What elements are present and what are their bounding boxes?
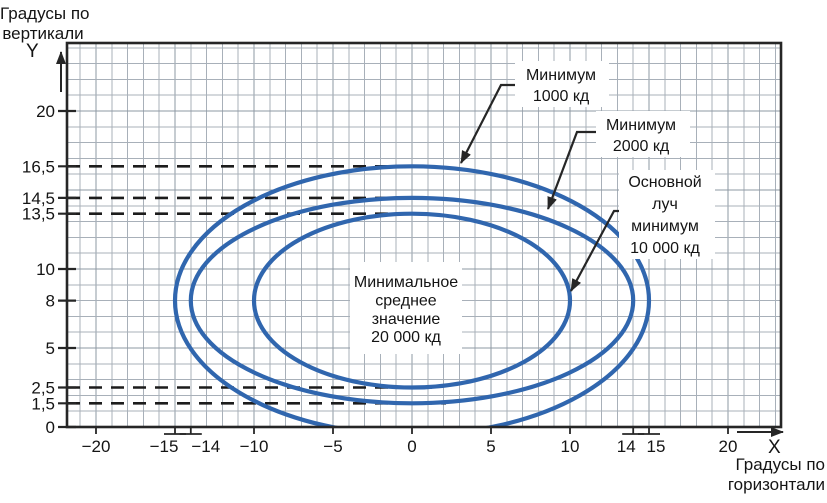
y-tick-label-8: 8	[46, 292, 55, 311]
ellipse-min-2000-cd	[188, 195, 636, 406]
x-axis-letter: X	[768, 437, 781, 458]
x-axis-title-line2: горизонтали	[727, 475, 825, 494]
y-axis-letter: Y	[26, 41, 39, 62]
x-tick-label-20: 20	[719, 437, 738, 456]
plot-border	[65, 41, 783, 429]
ellipse-main-beam-min-10000-cd	[251, 211, 573, 390]
callout-min-2000-box	[596, 111, 690, 157]
x-tick-label-−15: −15	[150, 437, 179, 456]
x-tick-label-15: 15	[647, 437, 666, 456]
callout-main-beam-line1: Основной	[628, 174, 701, 191]
center-label-line4: 20 000 кд	[371, 329, 441, 346]
ellipse-min-1000-cd	[172, 164, 652, 427]
y-tick-label-14,5: 14,5	[22, 189, 55, 208]
callout-min-1000-line2: 1000 кд	[533, 88, 590, 105]
callout-min-1000-box	[515, 61, 609, 107]
y-axis-title-line2: вертикали	[2, 24, 84, 43]
callout-min-2000-line1: Минимум	[606, 117, 676, 134]
callout-main-beam-line2: луч	[652, 196, 678, 213]
y-tick-label-10: 10	[36, 260, 55, 279]
x-tick-label-5: 5	[486, 437, 495, 456]
x-tick-label-−10: −10	[240, 437, 269, 456]
x-tick-label-−5: −5	[323, 437, 342, 456]
x-tick-label-14: 14	[617, 437, 636, 456]
y-tick-label-0: 0	[46, 418, 55, 437]
callout-main-beam-line3: минимум	[631, 218, 699, 235]
y-tick-label-2,5: 2,5	[31, 379, 55, 398]
y-axis-title-line1: Градусы по	[0, 4, 90, 23]
x-tick-label-0: 0	[407, 437, 416, 456]
y-tick-label-5: 5	[46, 339, 55, 358]
center-label-line1: Минимальное	[354, 274, 458, 291]
callout-min-2000-leader	[546, 130, 603, 210]
callout-main-beam-box	[619, 170, 715, 259]
y-axis-title: Градусы по вертикали	[0, 4, 90, 44]
x-tick-label-−14: −14	[191, 437, 220, 456]
ellipses-group	[172, 164, 652, 427]
y-tick-label-13,5: 13,5	[22, 205, 55, 224]
callout-min-2000-line2: 2000 кд	[613, 138, 670, 155]
y-tick-label-20: 20	[36, 102, 55, 121]
y-tick-label-1,5: 1,5	[31, 394, 55, 413]
y-tick-label-16,5: 16,5	[22, 157, 55, 176]
x-axis-title: Градусы по горизонтали	[685, 455, 825, 495]
x-tick-label-10: 10	[561, 437, 580, 456]
x-axis-title-line1: Градусы по	[735, 455, 826, 474]
x-tick-label-−20: −20	[82, 437, 111, 456]
center-label-line3: значение	[372, 311, 441, 328]
callout-main-beam-line4: 10 000 кд	[630, 240, 700, 257]
center-label-box	[350, 262, 462, 354]
callout-min-1000-line1: Минимум	[526, 67, 596, 84]
center-label-line2: среднее	[375, 292, 437, 309]
